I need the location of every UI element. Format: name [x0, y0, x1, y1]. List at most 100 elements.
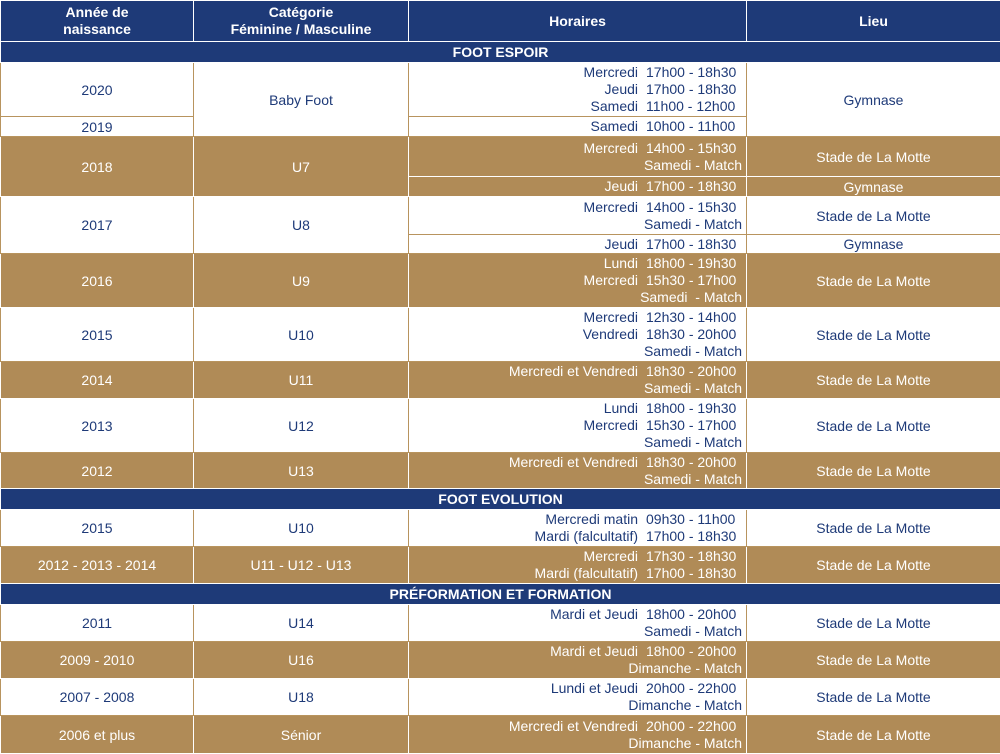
hours-cell: Mercredi et Vendredi 20h00 - 22h00 Dimanch…	[409, 716, 747, 754]
schedule-time: 15h30 - 17h00	[638, 417, 742, 434]
table-row: 2015 U10 Mercredi 12h30 - 14h00 Vendredi 18…	[1, 308, 1000, 362]
section-foot-evolution: FOOT EVOLUTION	[1, 489, 1000, 510]
year-cell: 2016	[1, 254, 194, 308]
schedule-line: Lundi 18h00 - 19h30	[409, 400, 742, 417]
category-cell: U12	[194, 399, 409, 453]
year-cell: 2013	[1, 399, 194, 453]
category-cell: U11 - U12 - U13	[194, 547, 409, 584]
schedule-line: Mercredi et Vendredi 18h30 - 20h00	[409, 454, 742, 471]
category-cell: U9	[194, 254, 409, 308]
year-cell: 2015	[1, 510, 194, 547]
match-line: Samedi - Match	[409, 623, 742, 640]
match-line: Samedi - Match	[409, 343, 742, 360]
schedule-line: Lundi 18h00 - 19h30	[409, 255, 742, 272]
year-cell: 2018	[1, 137, 194, 197]
schedule-line: Jeudi 17h00 - 18h30	[409, 236, 742, 253]
schedule-day: Mercredi	[584, 199, 638, 216]
schedule-day: Mardi (falcultatif)	[535, 528, 638, 545]
hours-cell: Jeudi 17h00 - 18h30	[409, 177, 747, 197]
place-cell: Stade de La Motte	[747, 308, 1000, 362]
schedule-line: Mercredi 15h30 - 17h00	[409, 417, 742, 434]
year-cell: 2015	[1, 308, 194, 362]
header-horaires: Horaires	[409, 1, 747, 42]
schedule-line: Mercredi 17h30 - 18h30	[409, 548, 742, 565]
schedule-line: Jeudi 17h00 - 18h30	[409, 81, 742, 98]
schedule-day: Samedi	[591, 118, 638, 135]
schedule-line: Mercredi et Vendredi 18h30 - 20h00	[409, 363, 742, 380]
schedule-time: 20h00 - 22h00	[638, 680, 742, 697]
match-line: Samedi - Match	[409, 157, 742, 174]
year-cell: 2006 et plus	[1, 716, 194, 754]
hours-cell: Mercredi 14h00 - 15h30 Samedi - Match	[409, 197, 747, 235]
schedule-time: 14h00 - 15h30	[638, 199, 742, 216]
schedule-time: 18h00 - 20h00	[638, 643, 742, 660]
category-cell: U10	[194, 510, 409, 547]
schedule-time: 15h30 - 17h00	[638, 272, 742, 289]
schedule-day: Mercredi	[584, 272, 638, 289]
table-row: 2018 U7 Mercredi 14h00 - 15h30 Samedi - Ma…	[1, 137, 1000, 177]
schedule-line: Mercredi 15h30 - 17h00	[409, 272, 742, 289]
year-cell: 2017	[1, 197, 194, 254]
place-cell: Stade de La Motte	[747, 510, 1000, 547]
hours-cell: Mardi et Jeudi 18h00 - 20h00 Samedi - Matc…	[409, 605, 747, 642]
schedule-line: Lundi et Jeudi 20h00 - 22h00	[409, 680, 742, 697]
schedule-time: 17h30 - 18h30	[638, 548, 742, 565]
year-cell: 2019	[1, 117, 194, 137]
category-cell: U8	[194, 197, 409, 254]
table-row: 2011 U14 Mardi et Jeudi 18h00 - 20h00 Same…	[1, 605, 1000, 642]
schedule-line: Vendredi 18h30 - 20h00	[409, 326, 742, 343]
schedule-line: Mardi et Jeudi 18h00 - 20h00	[409, 643, 742, 660]
place-cell: Stade de La Motte	[747, 547, 1000, 584]
place-cell: Stade de La Motte	[747, 399, 1000, 453]
hours-cell: Mercredi 14h00 - 15h30 Samedi - Match	[409, 137, 747, 177]
table-row: 2015 U10 Mercredi matin 09h30 - 11h00 Mard…	[1, 510, 1000, 547]
schedule-line: Mercredi 17h00 - 18h30	[409, 64, 742, 81]
schedule-line: Mardi (falcultatif) 17h00 - 18h30	[409, 528, 742, 545]
schedule-line: Mardi (falcultatif) 17h00 - 18h30	[409, 565, 742, 582]
place-cell: Stade de La Motte	[747, 642, 1000, 679]
place-cell: Stade de La Motte	[747, 716, 1000, 754]
hours-cell: Lundi et Jeudi 20h00 - 22h00 Dimanche - Ma…	[409, 679, 747, 716]
schedule-line: Samedi 10h00 - 11h00	[409, 118, 742, 135]
schedule-time: 17h00 - 18h30	[638, 565, 742, 582]
category-cell: U11	[194, 362, 409, 399]
schedule-day: Mercredi et Vendredi	[509, 454, 638, 471]
match-line: Samedi - Match	[409, 216, 742, 233]
category-cell: U7	[194, 137, 409, 197]
hours-cell: Lundi 18h00 - 19h30 Mercredi 15h30 - 17h00 S…	[409, 399, 747, 453]
match-line: Samedi - Match	[409, 380, 742, 397]
schedule-line: Mercredi 14h00 - 15h30	[409, 140, 742, 157]
header-annee: Année de naissance	[1, 1, 194, 42]
table-header: Année de naissance Catégorie Féminine / …	[1, 1, 1000, 42]
schedule-day: Mardi et Jeudi	[550, 606, 638, 623]
table-row: 2020 Baby Foot Mercredi 17h00 - 18h30 Jeud…	[1, 63, 1000, 117]
schedule-day: Mercredi et Vendredi	[509, 718, 638, 735]
header-lieu: Lieu	[747, 1, 1000, 42]
schedule-line: Mercredi et Vendredi 20h00 - 22h00	[409, 718, 742, 735]
schedule-time: 10h00 - 11h00	[638, 118, 742, 135]
header-categorie: Catégorie Féminine / Masculine	[194, 1, 409, 42]
table-row: 2012 U13 Mercredi et Vendredi 18h30 - 20h…	[1, 453, 1000, 489]
year-cell: 2009 - 2010	[1, 642, 194, 679]
schedule-line: Mercredi matin 09h30 - 11h00	[409, 511, 742, 528]
schedule-day: Jeudi	[605, 178, 638, 195]
schedule-time: 09h30 - 11h00	[638, 511, 742, 528]
place-cell: Gymnase	[747, 63, 1000, 137]
schedule-time: 17h00 - 18h30	[638, 236, 742, 253]
hours-cell: Mardi et Jeudi 18h00 - 20h00 Dimanche - Ma…	[409, 642, 747, 679]
table-row: 2012 - 2013 - 2014 U11 - U12 - U13 Mercr…	[1, 547, 1000, 584]
place-cell: Stade de La Motte	[747, 679, 1000, 716]
table-row: 2013 U12 Lundi 18h00 - 19h30 Mercredi 15h30…	[1, 399, 1000, 453]
schedule-time: 18h00 - 19h30	[638, 400, 742, 417]
category-cell: U18	[194, 679, 409, 716]
table-row: 2017 U8 Mercredi 14h00 - 15h30 Samedi - Ma…	[1, 197, 1000, 235]
schedule-line: Jeudi 17h00 - 18h30	[409, 178, 742, 195]
category-cell: U16	[194, 642, 409, 679]
category-cell: U13	[194, 453, 409, 489]
schedule-day: Jeudi	[605, 81, 638, 98]
category-cell: U14	[194, 605, 409, 642]
schedule-day: Samedi	[591, 98, 638, 115]
place-cell: Stade de La Motte	[747, 362, 1000, 399]
section-foot-espoir: FOOT ESPOIR	[1, 42, 1000, 63]
schedule-line: Samedi 11h00 - 12h00	[409, 98, 742, 115]
